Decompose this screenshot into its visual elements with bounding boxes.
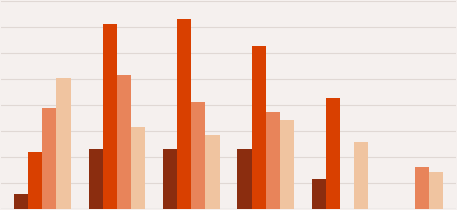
Bar xyxy=(191,102,205,209)
Bar xyxy=(354,142,368,209)
Bar xyxy=(131,127,145,209)
Bar xyxy=(414,167,429,209)
Bar xyxy=(252,46,266,209)
Bar xyxy=(205,135,219,209)
Bar xyxy=(117,75,131,209)
Bar xyxy=(163,149,177,209)
Bar xyxy=(89,149,103,209)
Bar xyxy=(28,152,43,209)
Bar xyxy=(103,24,117,209)
Bar xyxy=(238,149,252,209)
Bar xyxy=(14,194,28,209)
Bar xyxy=(177,19,191,209)
Bar xyxy=(326,98,340,209)
Bar xyxy=(280,120,294,209)
Bar xyxy=(57,78,71,209)
Bar xyxy=(312,179,326,209)
Bar xyxy=(429,172,443,209)
Bar xyxy=(43,108,57,209)
Bar xyxy=(266,112,280,209)
